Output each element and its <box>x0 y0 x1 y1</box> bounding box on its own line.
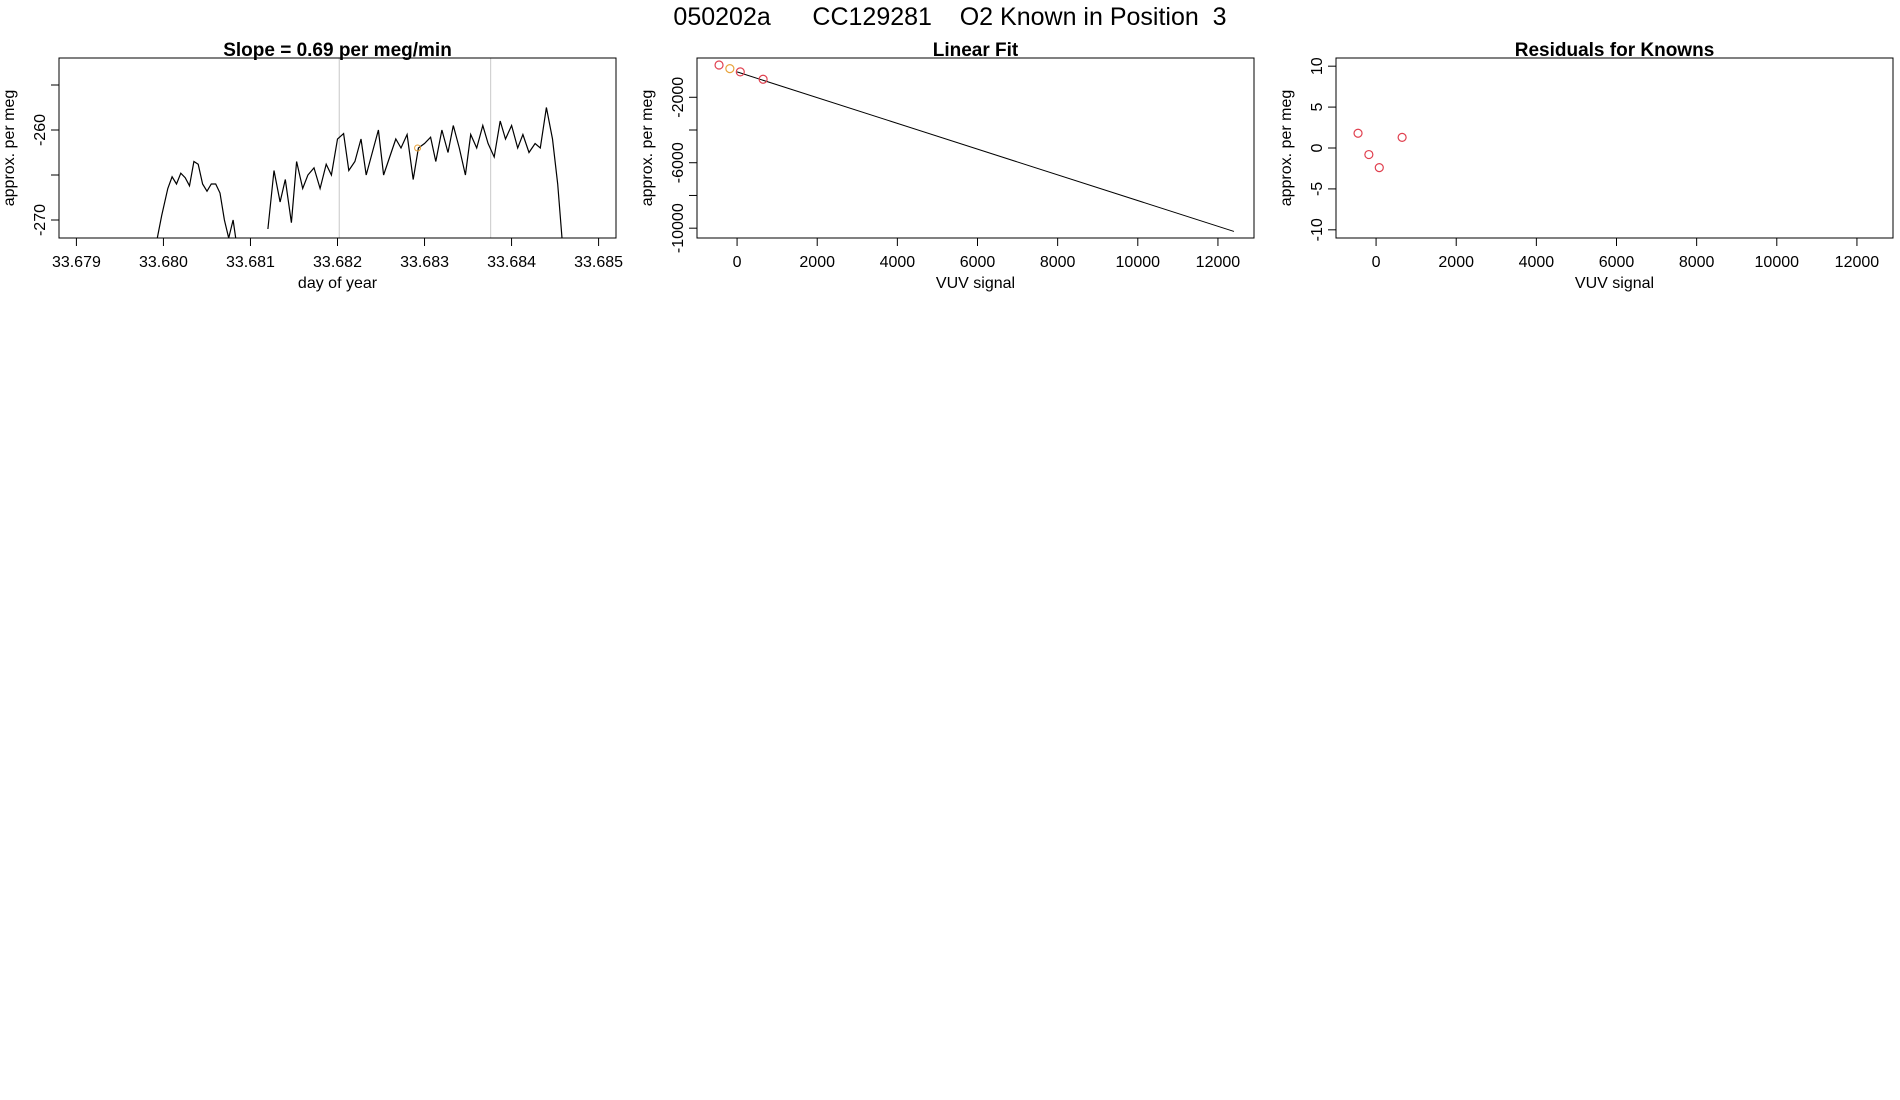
panel-2: Linear Fit 0 2000 4000 6000 8000 10000 12000 -10… <box>639 40 1255 292</box>
data-layer <box>156 107 563 238</box>
panel-title: Linear Fit <box>933 40 1019 61</box>
y-tick-label: -260 <box>32 114 49 146</box>
x-axis-label: VUV signal <box>1575 275 1654 292</box>
data-layer <box>1353 128 1407 173</box>
x-axis-label: VUV signal <box>936 275 1015 292</box>
y-axis-label: approx. per meg <box>639 90 656 207</box>
data-point <box>1353 128 1363 138</box>
x-tick-label: 8000 <box>1679 254 1715 271</box>
x-tick-label: 6000 <box>1599 254 1635 271</box>
x-tick-label: 33.680 <box>139 254 188 271</box>
x-tick-label: 33.682 <box>313 254 362 271</box>
x-tick-label: 12000 <box>1835 254 1880 271</box>
plot-frame <box>58 57 617 239</box>
y-tick-label: -10 <box>1309 218 1326 241</box>
plot-frame <box>1335 57 1894 239</box>
y-tick-label: -5 <box>1309 182 1326 196</box>
panel-1: Slope = 0.69 per meg/min 33.679 33.680 33.6… <box>1 40 623 292</box>
x-tick-label: 33.681 <box>226 254 275 271</box>
y-tick-label: 5 <box>1309 103 1326 112</box>
x-tick-label: 2000 <box>1438 254 1474 271</box>
fit-line <box>736 71 1235 232</box>
x-tick-label: 2000 <box>799 254 835 271</box>
x-axis-label: day of year <box>298 275 378 292</box>
data-point <box>725 64 735 74</box>
series-line-1 <box>156 160 237 238</box>
x-tick-label: 33.685 <box>574 254 623 271</box>
y-tick-label: -270 <box>32 204 49 236</box>
series-line-2 <box>267 107 563 238</box>
data-point-marker <box>414 144 422 152</box>
y-axis-label: approx. per meg <box>1278 90 1295 207</box>
panel-title: Slope = 0.69 per meg/min <box>223 40 452 61</box>
x-tick-label: 10000 <box>1755 254 1800 271</box>
plot-frame <box>696 57 1255 239</box>
x-tick-label: 33.679 <box>52 254 101 271</box>
y-tick-label: -10000 <box>670 203 687 253</box>
x-tick-label: 8000 <box>1040 254 1076 271</box>
y-tick-label: -6000 <box>670 142 687 183</box>
y-tick-label: 0 <box>1309 143 1326 152</box>
y-tick-label: -2000 <box>670 77 687 118</box>
data-point <box>1374 163 1384 173</box>
x-tick-label: 10000 <box>1116 254 1161 271</box>
data-point <box>1364 149 1374 160</box>
x-tick-label: 0 <box>733 254 742 271</box>
panel-title: Residuals for Knowns <box>1515 40 1715 61</box>
x-tick-label: 4000 <box>880 254 916 271</box>
x-tick-label: 4000 <box>1519 254 1555 271</box>
data-point <box>735 67 745 77</box>
data-point <box>1397 132 1407 142</box>
x-tick-label: 12000 <box>1196 254 1241 271</box>
x-tick-label: 6000 <box>960 254 996 271</box>
x-tick-label: 33.683 <box>400 254 449 271</box>
x-tick-label: 0 <box>1372 254 1381 271</box>
y-tick-label: 10 <box>1309 57 1326 75</box>
x-tick-label: 33.684 <box>487 254 536 271</box>
data-point <box>758 74 768 84</box>
data-point <box>714 60 724 70</box>
y-axis-label: approx. per meg <box>1 90 18 207</box>
data-layer <box>714 60 1235 232</box>
page-title: 050202a CC129281 O2 Known in Position 3 <box>673 3 1227 31</box>
